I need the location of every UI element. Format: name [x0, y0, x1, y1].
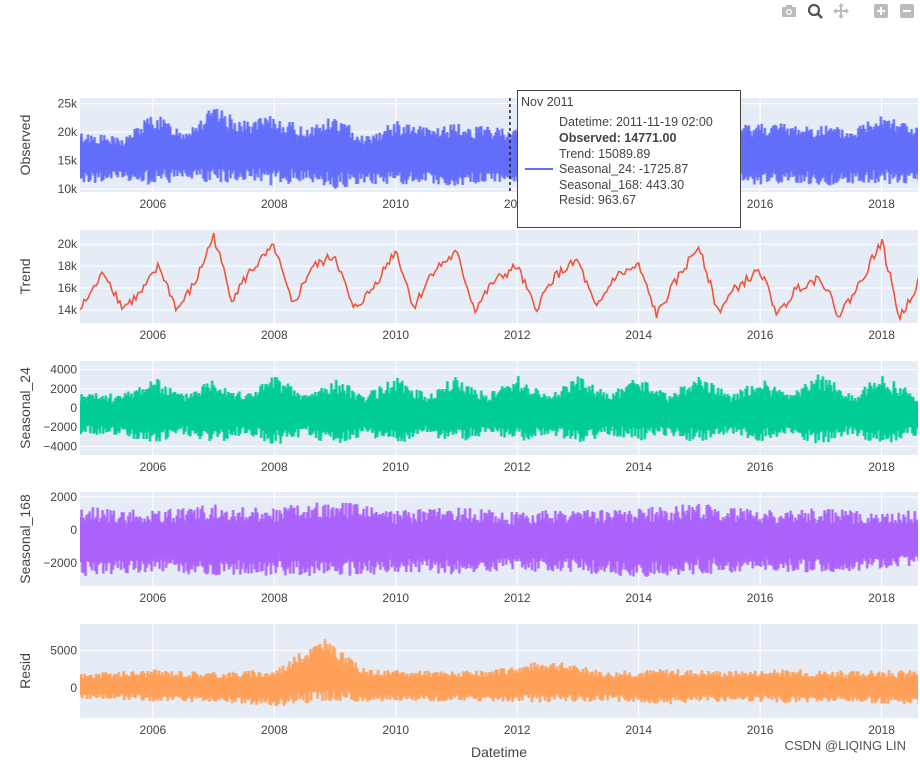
x-tick-label: 2016 [747, 197, 774, 211]
panel-resid: 2006 2008 2010 2012 2014 2016 2018 0 5000 Resid [17, 624, 918, 737]
y-tick-label: 16k [58, 281, 78, 295]
seasonal-168-series-fill [80, 502, 918, 577]
panel-trend: 2006 2008 2010 2012 2014 2016 2018 14k 16k 18k 20k… [17, 230, 918, 342]
y-tick-label: −4000 [43, 439, 77, 453]
zoom-in-button[interactable] [870, 2, 892, 20]
y-tick-label: 0 [70, 523, 77, 537]
y-axis-title: Observed [17, 115, 33, 176]
x-tick-label: 2008 [261, 591, 288, 605]
tooltip-datetime: Datetime: 2011-11-19 02:00 [559, 115, 713, 129]
x-tick-label: 2006 [140, 460, 167, 474]
panel-observed: 200620082010201220142016201810k15k20k25k… [17, 97, 918, 211]
x-tick-label: 2012 [504, 723, 531, 737]
tooltip-seasonal-24: Seasonal_24: -1725.87 [559, 162, 689, 176]
y-tick-label: 10k [58, 182, 78, 196]
x-tick-label: 2012 [504, 460, 531, 474]
y-tick-label: 18k [58, 259, 78, 273]
zoom-icon [807, 3, 823, 19]
x-tick-label: 2018 [868, 460, 895, 474]
y-tick-label: 5000 [50, 643, 77, 657]
x-tick-label: 2016 [747, 723, 774, 737]
seasonal-24-series-fill [80, 374, 918, 444]
tooltip-observed: Observed: 14771.00 [559, 131, 677, 145]
y-tick-label: −2000 [43, 556, 77, 570]
download-plot-button[interactable] [778, 2, 800, 20]
y-axis-title: Seasonal_168 [17, 494, 33, 584]
x-tick-label: 2006 [140, 328, 167, 342]
resid-series-fill [80, 639, 918, 707]
x-tick-label: 2014 [625, 328, 652, 342]
y-axis-title: Seasonal_24 [17, 367, 33, 449]
trend-series-line [80, 232, 918, 322]
tooltip-seasonal-168: Seasonal_168: 443.30 [559, 178, 685, 192]
y-tick-label: 2000 [50, 382, 77, 396]
panel-seasonal-24: 2006 2008 2010 2012 2014 2016 2018 −4000 −2000 0 2… [17, 361, 918, 474]
plot-area-background [80, 230, 918, 323]
watermark: CSDN @LIQING LIN [784, 738, 906, 753]
zoom-out-icon [900, 4, 914, 18]
x-tick-label: 2010 [382, 197, 409, 211]
pan-button[interactable] [830, 2, 852, 20]
x-tick-label: 2006 [140, 723, 167, 737]
x-tick-label: 2010 [382, 328, 409, 342]
x-tick-label: 2016 [747, 328, 774, 342]
x-tick-label: 2010 [382, 460, 409, 474]
y-axis-title: Resid [17, 653, 33, 689]
tooltip-legend-swatch [525, 168, 553, 170]
x-tick-label: 2018 [868, 723, 895, 737]
x-tick-label: 2014 [625, 460, 652, 474]
observed-series-fill [80, 108, 918, 189]
tooltip-resid: Resid: 963.67 [559, 193, 637, 207]
x-tick-label: 2014 [625, 723, 652, 737]
pan-icon [833, 3, 849, 19]
zoom-in-icon [874, 4, 888, 18]
x-tick-label: 2018 [868, 591, 895, 605]
x-tick-label: 2018 [868, 197, 895, 211]
y-tick-label: 25k [58, 97, 78, 111]
y-axis-title: Trend [17, 258, 33, 294]
x-tick-label: 2016 [747, 460, 774, 474]
x-tick-label: 2018 [868, 328, 895, 342]
x-tick-label: 2006 [140, 591, 167, 605]
y-tick-label: 14k [58, 303, 78, 317]
x-tick-label: 2010 [382, 723, 409, 737]
x-tick-label: 2006 [140, 197, 167, 211]
y-tick-label: −2000 [43, 420, 77, 434]
x-tick-label: 2008 [261, 723, 288, 737]
zoom-out-button[interactable] [896, 2, 918, 20]
y-tick-label: 4000 [50, 363, 77, 377]
panel-seasonal-168: 2006 2008 2010 2012 2014 2016 2018 −2000 0 2000 Se… [17, 490, 918, 605]
y-tick-label: 20k [58, 125, 78, 139]
x-tick-label: 2008 [261, 460, 288, 474]
tooltip-title: Nov 2011 [521, 95, 574, 109]
tooltip-trend: Trend: 15089.89 [559, 147, 651, 161]
x-tick-label: 2012 [504, 591, 531, 605]
x-tick-label: 2012 [504, 328, 531, 342]
y-tick-label: 0 [70, 681, 77, 695]
hover-tooltip: Nov 2011 Datetime: 2011-11-19 02:00 Obse… [517, 90, 741, 228]
x-tick-label: 2008 [261, 197, 288, 211]
y-tick-label: 15k [58, 154, 78, 168]
plot-modebar [778, 2, 918, 20]
x-tick-label: 2008 [261, 328, 288, 342]
y-tick-label: 20k [58, 237, 78, 251]
zoom-button[interactable] [804, 2, 826, 20]
y-tick-label: 2000 [50, 490, 77, 504]
camera-icon [782, 5, 796, 17]
x-axis-title: Datetime [471, 744, 527, 760]
y-tick-label: 0 [70, 401, 77, 415]
x-tick-label: 2016 [747, 591, 774, 605]
x-tick-label: 2010 [382, 591, 409, 605]
x-tick-label: 2014 [625, 591, 652, 605]
